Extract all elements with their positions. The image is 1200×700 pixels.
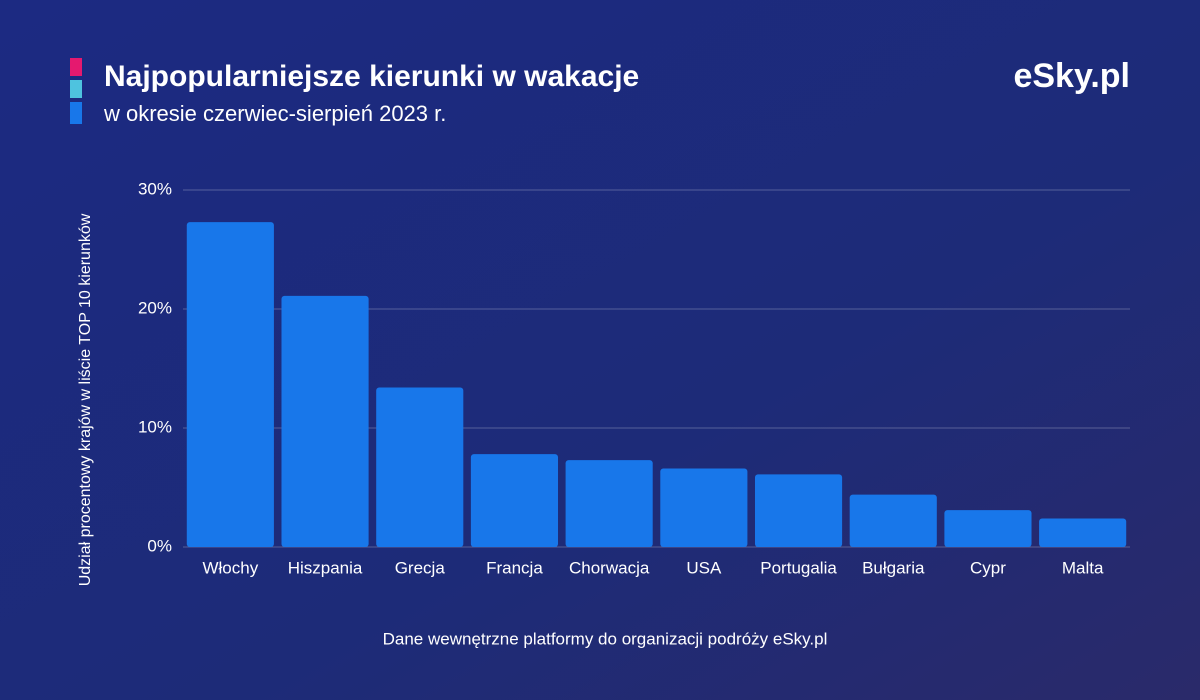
chart-title: Najpopularniejsze kierunki w wakacje: [104, 60, 639, 93]
bar: [281, 295, 369, 547]
bar: [754, 474, 843, 547]
chart-subtitle: w okresie czerwiec-sierpień 2023 r.: [103, 101, 446, 126]
bar: [1039, 518, 1127, 547]
y-axis-label: Udział procentowy krajów w liście TOP 10…: [77, 213, 94, 586]
x-tick-label: Włochy: [202, 558, 258, 577]
source-note: Dane wewnętrzne platformy do organizacji…: [383, 629, 828, 648]
y-tick-label: 30%: [138, 179, 172, 198]
bar: [565, 460, 653, 547]
x-tick-label: USA: [686, 558, 722, 577]
logo: eSky.pl: [1013, 57, 1130, 95]
x-tick-label: Portugalia: [760, 558, 837, 577]
x-tick-label: Hiszpania: [288, 558, 363, 577]
bar: [849, 494, 937, 547]
x-tick-label: Francja: [486, 558, 543, 577]
x-tick-label: Bułgaria: [862, 558, 925, 577]
accent-cyan: [70, 80, 82, 98]
accent-blue: [70, 102, 82, 124]
bar: [944, 510, 1032, 547]
x-tick-label: Chorwacja: [569, 558, 650, 577]
y-tick-label: 20%: [138, 298, 172, 317]
accent-pink: [70, 58, 82, 76]
bar: [376, 387, 464, 547]
x-tick-label: Malta: [1062, 558, 1104, 577]
bar: [186, 222, 274, 547]
y-tick-label: 0%: [147, 536, 172, 555]
x-tick-label: Grecja: [395, 558, 446, 577]
x-tick-label: Cypr: [970, 558, 1006, 577]
bar: [470, 454, 559, 547]
bar: [660, 468, 748, 547]
y-tick-label: 10%: [138, 417, 172, 436]
